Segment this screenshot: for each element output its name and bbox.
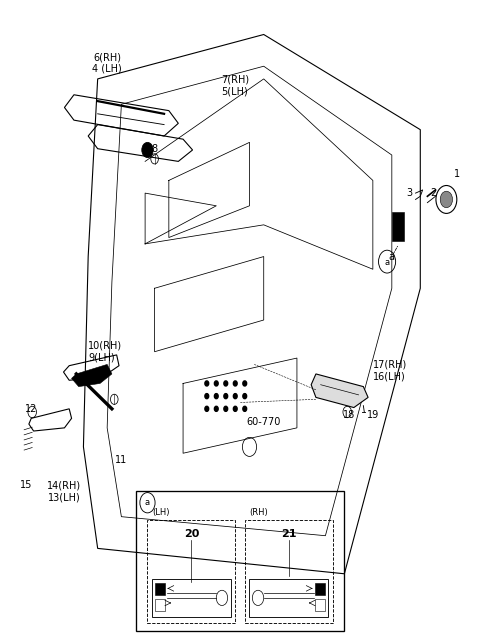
- Text: 6(RH)
4 (LH): 6(RH) 4 (LH): [92, 52, 122, 74]
- Text: 60-770: 60-770: [247, 417, 281, 426]
- Bar: [315, 599, 325, 611]
- Polygon shape: [311, 374, 368, 408]
- Circle shape: [233, 394, 237, 399]
- Circle shape: [224, 381, 228, 386]
- Bar: [245, 520, 333, 623]
- Circle shape: [243, 381, 247, 386]
- Text: 11: 11: [115, 454, 128, 465]
- Bar: [392, 212, 404, 241]
- Bar: [136, 492, 344, 631]
- Text: (LH): (LH): [152, 508, 170, 516]
- Circle shape: [215, 406, 218, 412]
- Circle shape: [243, 406, 247, 412]
- Text: 7(RH)
5(LH): 7(RH) 5(LH): [221, 74, 249, 96]
- Text: 20: 20: [184, 529, 199, 539]
- Circle shape: [215, 381, 218, 386]
- Text: 19: 19: [367, 410, 379, 420]
- Bar: [315, 583, 325, 595]
- Bar: [152, 579, 230, 617]
- Circle shape: [224, 394, 228, 399]
- Text: 3: 3: [406, 188, 412, 198]
- Circle shape: [142, 142, 153, 157]
- Circle shape: [215, 394, 218, 399]
- Text: a: a: [145, 498, 150, 508]
- Text: 17(RH)
16(LH): 17(RH) 16(LH): [373, 360, 407, 381]
- Text: (RH): (RH): [250, 508, 268, 516]
- Text: 14(RH)
13(LH): 14(RH) 13(LH): [48, 481, 82, 502]
- Text: 10(RH)
9(LH): 10(RH) 9(LH): [88, 341, 122, 362]
- Circle shape: [205, 406, 209, 412]
- Text: 2: 2: [430, 188, 436, 198]
- Polygon shape: [72, 364, 112, 387]
- Text: 18: 18: [343, 410, 355, 420]
- Circle shape: [440, 191, 453, 208]
- Circle shape: [205, 381, 209, 386]
- Circle shape: [243, 394, 247, 399]
- Bar: [155, 599, 165, 611]
- Bar: [250, 579, 328, 617]
- Bar: [147, 520, 235, 623]
- Circle shape: [205, 394, 209, 399]
- Circle shape: [233, 406, 237, 412]
- Text: a: a: [389, 252, 395, 262]
- Circle shape: [224, 406, 228, 412]
- Text: 21: 21: [281, 529, 296, 539]
- Text: 8: 8: [152, 144, 157, 154]
- Text: a: a: [384, 258, 390, 267]
- Circle shape: [233, 381, 237, 386]
- Text: 12: 12: [25, 404, 37, 414]
- Bar: [155, 583, 165, 595]
- Text: 1: 1: [454, 169, 460, 179]
- Text: 15: 15: [20, 480, 33, 490]
